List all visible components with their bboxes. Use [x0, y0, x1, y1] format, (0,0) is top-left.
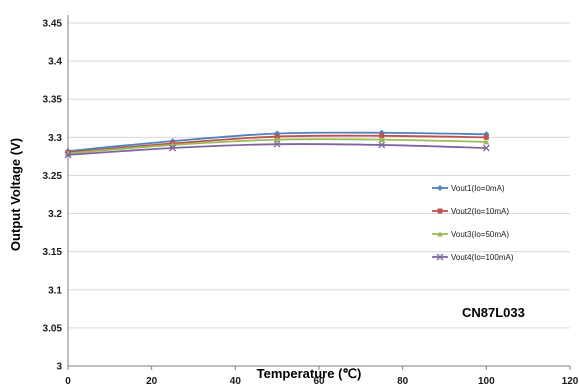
- marker-stroke: [482, 144, 490, 152]
- y-tick-label: 3.4: [48, 57, 62, 68]
- marker-stroke: [273, 140, 281, 148]
- legend-label: Vout4(Io=100mA): [451, 253, 514, 262]
- y-tick-label: 3.15: [43, 247, 63, 258]
- x-tick-label: 80: [397, 376, 409, 387]
- legend-label: Vout3(Io=50mA): [451, 230, 509, 239]
- legend-swatch-marker: [437, 208, 443, 214]
- data-point: [169, 144, 177, 152]
- marker-stroke: [378, 141, 386, 149]
- data-point: [482, 144, 490, 152]
- series-1: [65, 129, 490, 155]
- legend: Vout1(Io=0mA) Vout2(Io=10mA) Vout3(Io=50mA…: [432, 184, 514, 262]
- y-tick-label: 3.3: [48, 133, 62, 144]
- y-tick-label: 3.1: [48, 285, 62, 296]
- x-axis-title: Temperature (℃): [257, 366, 362, 381]
- data-point: [483, 138, 490, 145]
- data-point: [378, 136, 385, 143]
- legend-swatch-marker: [436, 253, 444, 261]
- chip-annotation: CN87L033: [462, 305, 525, 320]
- x-tick-label: 100: [478, 376, 495, 387]
- data-point: [274, 134, 280, 140]
- y-axis-title: Output Voltage (V): [8, 138, 23, 251]
- x-tick-label: 120: [562, 376, 579, 387]
- marker-stroke: [436, 253, 444, 261]
- data-point: [273, 140, 281, 148]
- y-tick-label: 3.45: [43, 19, 63, 30]
- series-layer: [64, 129, 490, 159]
- legend-item: Vout4(Io=100mA): [432, 253, 514, 262]
- x-tick-label: 0: [65, 376, 71, 387]
- y-tick-label: 3.2: [48, 209, 62, 220]
- series-4: [64, 140, 490, 159]
- y-tick-label: 3.35: [43, 95, 63, 106]
- x-tick-label: 20: [146, 376, 158, 387]
- legend-item: Vout3(Io=50mA): [432, 230, 509, 239]
- legend-label: Vout1(Io=0mA): [451, 184, 505, 193]
- y-tick-label: 3.05: [43, 323, 63, 334]
- legend-label: Vout2(Io=10mA): [451, 207, 509, 216]
- marker-stroke: [169, 144, 177, 152]
- data-point: [379, 133, 385, 139]
- x-tick-label: 60: [313, 376, 325, 387]
- data-point: [483, 134, 489, 140]
- y-tick-label: 3: [56, 362, 62, 373]
- legend-item: Vout2(Io=10mA): [432, 207, 509, 216]
- legend-swatch-marker: [437, 185, 443, 191]
- y-tick-label: 3.25: [43, 171, 63, 182]
- gridlines: [68, 22, 570, 329]
- axes: 3 3.05 3.1 3.15 3.2 3.25 3.3 3.35 3.4 3.45 0 20 40 60…: [43, 15, 579, 387]
- x-tick-label: 40: [230, 376, 242, 387]
- data-point: [64, 151, 72, 159]
- data-point: [378, 141, 386, 149]
- legend-item: Vout1(Io=0mA): [432, 184, 505, 193]
- data-point: [274, 136, 281, 143]
- legend-swatch-marker: [437, 231, 443, 237]
- marker-stroke: [64, 151, 72, 159]
